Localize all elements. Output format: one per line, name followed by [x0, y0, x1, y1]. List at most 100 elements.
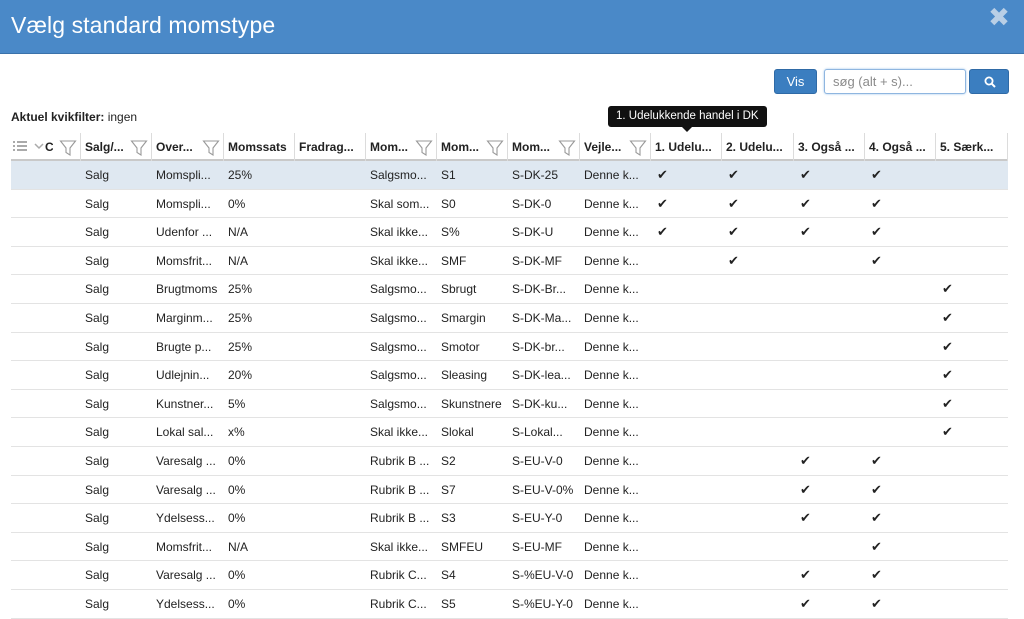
column-header-label: 3. Også ... — [798, 140, 855, 154]
column-header-mom1[interactable]: Mom... — [366, 133, 437, 161]
cell-k2 — [722, 447, 794, 475]
cell-mom3: S-DK-ku... — [512, 396, 568, 411]
cell-vejl: Denne k... — [584, 196, 639, 211]
cell-mom1: Skal ikke... — [370, 425, 429, 440]
cell-mom2: SMF — [441, 253, 467, 268]
cell-k3: ✔ — [794, 561, 865, 589]
column-header-mom2[interactable]: Mom... — [437, 133, 508, 161]
column-header-label: Over... — [156, 140, 193, 154]
column-header-sats[interactable]: Momssats — [224, 133, 295, 161]
column-header-over[interactable]: Over... — [152, 133, 224, 161]
column-header-k4[interactable]: 4. Også ... — [865, 133, 936, 161]
cell-mom2: S% — [441, 225, 460, 240]
cell-mom1: Salgsmo... — [370, 282, 427, 297]
filter-icon[interactable] — [415, 139, 433, 161]
table-row[interactable]: Salg Momsfrit... N/A Skal ikke... SMF S-DK-MF… — [11, 247, 1008, 276]
cell-over: Lokal sal... — [156, 425, 214, 440]
cell-k4: ✔ — [865, 247, 936, 275]
table-row[interactable]: Salg Varesalg ... 0% Rubrik C... S4 S-%EU-V-0… — [11, 561, 1008, 590]
cell-k1 — [651, 504, 722, 532]
cell-vejl: Denne k... — [584, 539, 639, 554]
cell-mom2: Skunstnere — [441, 396, 502, 411]
cell-fradrag — [295, 304, 366, 332]
search-button[interactable] — [969, 69, 1009, 94]
search-icon — [984, 76, 996, 88]
cell-sats: 25% — [228, 168, 253, 182]
filter-icon[interactable] — [59, 139, 77, 161]
cell-k1 — [651, 590, 722, 618]
cell-vejl: Denne k... — [584, 596, 639, 611]
cell-k3 — [794, 533, 865, 561]
cell-mom2: Sbrugt — [441, 282, 477, 297]
checkmark-icon: ✔ — [800, 167, 811, 182]
filter-icon[interactable] — [130, 139, 148, 161]
cell-vejl: Denne k... — [584, 282, 639, 297]
toolbar: Vis — [0, 69, 1024, 95]
column-menu-icon[interactable] — [13, 140, 27, 154]
column-header-mom3[interactable]: Mom... — [508, 133, 580, 161]
table-row[interactable]: Salg Ydelsess... 0% Rubrik B ... S3 S-EU-Y-0 D… — [11, 504, 1008, 533]
filter-icon[interactable] — [629, 139, 647, 161]
table-row[interactable]: Salg Ydelsess... 0% Rubrik C... S5 S-%EU-Y-0 D… — [11, 590, 1008, 619]
quickfilter-label: Aktuel kvikfilter: — [11, 110, 105, 124]
table-row[interactable]: Salg Udenfor ... N/A Skal ikke... S% S-DK-U De… — [11, 218, 1008, 247]
cell-k2: ✔ — [722, 247, 794, 275]
cell-mom2: S5 — [441, 596, 456, 611]
column-header-salg[interactable]: Salg/... — [81, 133, 152, 161]
cell-k1 — [651, 447, 722, 475]
cell-k1: ✔ — [651, 161, 722, 189]
table-row[interactable]: Salg Brugte p... 25% Salgsmo... Smotor S-DK-b… — [11, 333, 1008, 362]
column-header-k3[interactable]: 3. Også ... — [794, 133, 865, 161]
table-row[interactable]: Salg Brugtmoms 25% Salgsmo... Sbrugt S-DK-Br.… — [11, 275, 1008, 304]
filter-icon[interactable] — [202, 139, 220, 161]
cell-fradrag — [295, 247, 366, 275]
cell-sats: x% — [228, 425, 245, 440]
cell-k2 — [722, 275, 794, 303]
cell-over: Ydelsess... — [156, 596, 215, 611]
cell-k4: ✔ — [865, 190, 936, 218]
cell-k1 — [651, 418, 722, 446]
cell-fradrag — [295, 390, 366, 418]
table-row[interactable]: Salg Momsfrit... N/A Skal ikke... SMFEU S-EU-… — [11, 533, 1008, 562]
checkmark-icon: ✔ — [728, 195, 739, 211]
table-row[interactable]: Salg Udlejnin... 20% Salgsmo... Sleasing S-DK… — [11, 361, 1008, 390]
column-header-k5[interactable]: 5. Særk... — [936, 133, 1008, 161]
checkmark-icon: ✔ — [800, 510, 811, 526]
cell-vejl: Denne k... — [584, 225, 639, 240]
checkmark-icon: ✔ — [871, 481, 882, 497]
column-header-label: Vejle... — [584, 140, 622, 154]
cell-k4: ✔ — [865, 161, 936, 189]
column-header-label: 2. Udelu... — [726, 140, 783, 154]
filter-icon[interactable] — [558, 139, 576, 161]
column-header-vejl[interactable]: Vejle... — [580, 133, 651, 161]
cell-vejl: Denne k... — [584, 396, 639, 411]
chevron-down-icon[interactable] — [27, 140, 45, 154]
table-row[interactable]: Salg Varesalg ... 0% Rubrik B ... S7 S-EU-V-0… — [11, 476, 1008, 505]
cell-over: Udlejnin... — [156, 368, 210, 383]
cell-k2: ✔ — [722, 218, 794, 246]
close-icon[interactable]: ✖ — [988, 2, 1010, 32]
cell-over: Ydelsess... — [156, 511, 215, 526]
table-row[interactable]: Salg Momspli... 25% Salgsmo... S1 S-DK-25 Denn… — [11, 161, 1008, 190]
cell-mom2: S4 — [441, 568, 456, 583]
column-header-k1[interactable]: 1. Udelu... — [651, 133, 722, 161]
column-header-fradrag[interactable]: Fradrag... — [295, 133, 366, 161]
search-input[interactable] — [824, 69, 966, 94]
table-row[interactable]: Salg Marginm... 25% Salgsmo... Smargin S-DK-M… — [11, 304, 1008, 333]
cell-k5 — [936, 447, 1008, 475]
table-row[interactable]: Salg Kunstner... 5% Salgsmo... Skunstnere S-D… — [11, 390, 1008, 419]
column-header-k2[interactable]: 2. Udelu... — [722, 133, 794, 161]
cell-mom3: S-DK-lea... — [512, 368, 571, 383]
vis-button[interactable]: Vis — [774, 69, 817, 94]
quickfilter: Aktuel kvikfilter: ingen — [11, 110, 137, 124]
column-header-c0[interactable]: C — [11, 133, 81, 161]
filter-icon[interactable] — [486, 139, 504, 161]
cell-salg: Salg — [85, 253, 110, 268]
table-row[interactable]: Salg Lokal sal... x% Skal ikke... Slokal S-Lo… — [11, 418, 1008, 447]
cell-k5: ✔ — [936, 304, 1008, 332]
checkmark-icon: ✔ — [800, 595, 811, 611]
table-row[interactable]: Salg Momspli... 0% Skal som... S0 S-DK-0 Denne… — [11, 190, 1008, 219]
cell-k1 — [651, 476, 722, 504]
cell-mom1: Rubrik B ... — [370, 453, 430, 468]
table-row[interactable]: Salg Varesalg ... 0% Rubrik B ... S2 S-EU-V-0… — [11, 447, 1008, 476]
